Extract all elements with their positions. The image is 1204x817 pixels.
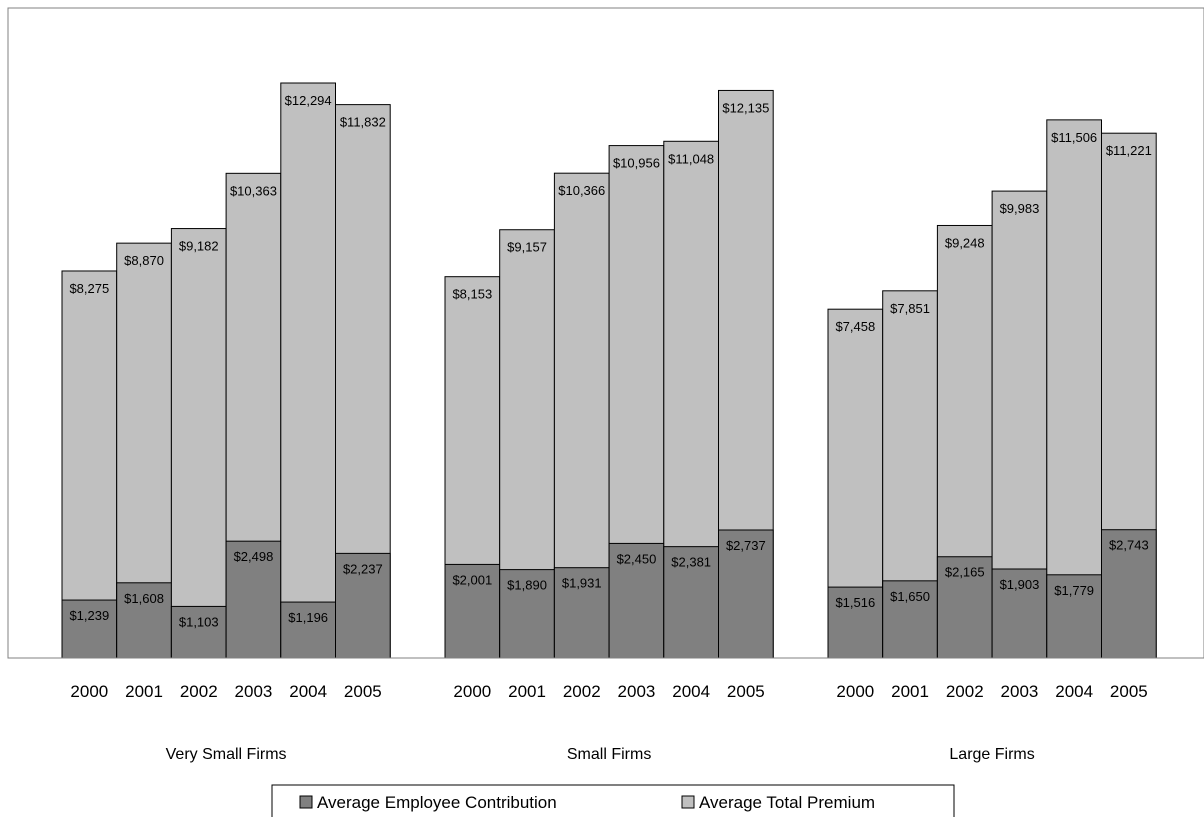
data-label-total-premium: $9,248 (945, 235, 985, 250)
data-label-total-premium: $11,832 (340, 115, 386, 130)
bar-employee-contribution (608, 542, 665, 659)
x-tick-label: 2000 (453, 682, 491, 701)
data-label-total-premium: $10,956 (613, 156, 660, 171)
data-label-total-premium: $12,294 (285, 93, 332, 108)
x-tick-label: 2004 (672, 682, 710, 701)
x-tick-label: 2004 (289, 682, 327, 701)
data-label-total-premium: $7,851 (890, 301, 930, 316)
data-label-total-premium: $9,157 (507, 240, 547, 255)
bar-employee-contribution (335, 552, 391, 659)
x-tick-label: 2003 (1001, 682, 1039, 701)
data-label-total-premium: $10,363 (230, 183, 277, 198)
x-tick-label: 2001 (508, 682, 546, 701)
bar-employee-contribution (553, 567, 610, 659)
bars-layer (61, 82, 1157, 659)
bar-employee-contribution (1101, 529, 1157, 659)
data-label-total-premium: $11,506 (1051, 130, 1097, 145)
x-tick-label: 2005 (1110, 682, 1148, 701)
bar-employee-contribution (991, 568, 1048, 659)
legend-swatch-premium (681, 795, 695, 809)
data-label-employee-contribution: $2,381 (671, 555, 711, 570)
data-label-total-premium: $8,153 (452, 287, 492, 302)
bar-employee-contribution (116, 582, 172, 659)
x-tick-label: 2005 (344, 682, 382, 701)
data-label-total-premium: $12,135 (722, 100, 769, 115)
data-label-employee-contribution: $1,516 (835, 595, 875, 610)
data-label-employee-contribution: $1,608 (124, 591, 164, 606)
bar-employee-contribution (444, 563, 501, 659)
x-tick-label: 2004 (1055, 682, 1093, 701)
data-label-employee-contribution: $1,103 (179, 614, 219, 629)
data-label-employee-contribution: $1,779 (1054, 583, 1094, 598)
labels-layer: $8,275 $1,239 2000 $8,870 $1,608 2001 $9,182 $1… (69, 93, 1151, 763)
x-tick-label: 2003 (618, 682, 656, 701)
data-label-total-premium: $8,870 (124, 253, 164, 268)
bar-total-premium (61, 270, 118, 659)
data-label-employee-contribution: $2,001 (452, 572, 492, 587)
data-label-employee-contribution: $2,743 (1109, 538, 1149, 553)
data-label-employee-contribution: $2,450 (617, 551, 657, 566)
bar-employee-contribution (170, 605, 227, 659)
data-label-employee-contribution: $1,890 (507, 578, 547, 593)
x-tick-label: 2002 (563, 682, 601, 701)
group-label: Large Firms (949, 746, 1034, 763)
legend: Average Employee Contribution Average To… (271, 784, 955, 817)
bar-employee-contribution (663, 546, 719, 659)
x-tick-label: 2001 (891, 682, 929, 701)
x-tick-label: 2003 (235, 682, 273, 701)
x-tick-label: 2002 (946, 682, 984, 701)
data-label-employee-contribution: $2,498 (234, 549, 274, 564)
data-label-employee-contribution: $2,237 (343, 561, 383, 576)
data-label-total-premium: $10,366 (558, 183, 605, 198)
data-label-employee-contribution: $2,737 (726, 538, 766, 553)
bar-employee-contribution (827, 586, 884, 659)
x-tick-label: 2005 (727, 682, 765, 701)
data-label-employee-contribution: $1,931 (562, 576, 602, 591)
data-label-total-premium: $9,182 (179, 239, 219, 254)
data-label-total-premium: $9,983 (1000, 201, 1040, 216)
x-tick-label: 2000 (836, 682, 874, 701)
bar-employee-contribution (280, 601, 336, 659)
x-tick-label: 2000 (70, 682, 108, 701)
data-label-total-premium: $11,048 (668, 151, 714, 166)
data-label-employee-contribution: $1,239 (69, 608, 109, 623)
bar-employee-contribution (1046, 574, 1103, 659)
bar-employee-contribution (718, 529, 774, 659)
data-label-total-premium: $11,221 (1106, 143, 1152, 158)
legend-label-premium: Average Total Premium (699, 793, 875, 812)
data-label-total-premium: $8,275 (69, 281, 109, 296)
legend-label-employee: Average Employee Contribution (317, 793, 557, 812)
legend-swatch-employee (299, 795, 313, 809)
group-label: Small Firms (567, 746, 651, 763)
data-label-employee-contribution: $2,165 (945, 565, 985, 580)
x-tick-label: 2002 (180, 682, 218, 701)
group-label: Very Small Firms (166, 746, 287, 763)
x-tick-label: 2001 (125, 682, 163, 701)
legend-box (271, 784, 955, 817)
data-label-employee-contribution: $1,196 (288, 610, 328, 625)
bar-total-premium (170, 228, 227, 659)
data-label-total-premium: $7,458 (835, 319, 875, 334)
bar-employee-contribution (882, 580, 938, 659)
data-label-employee-contribution: $1,903 (1000, 577, 1040, 592)
bar-total-premium (280, 82, 336, 659)
data-label-employee-contribution: $1,650 (890, 589, 930, 604)
